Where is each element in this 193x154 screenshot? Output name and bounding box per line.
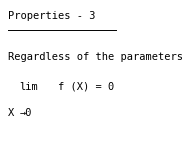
Text: X: X	[8, 108, 14, 118]
Text: f (X) = 0: f (X) = 0	[58, 82, 114, 92]
Text: →0: →0	[19, 108, 32, 118]
Text: Properties - 3: Properties - 3	[8, 11, 95, 21]
Text: Regardless of the parameters: Regardless of the parameters	[8, 52, 183, 62]
Text: lim: lim	[19, 82, 38, 92]
